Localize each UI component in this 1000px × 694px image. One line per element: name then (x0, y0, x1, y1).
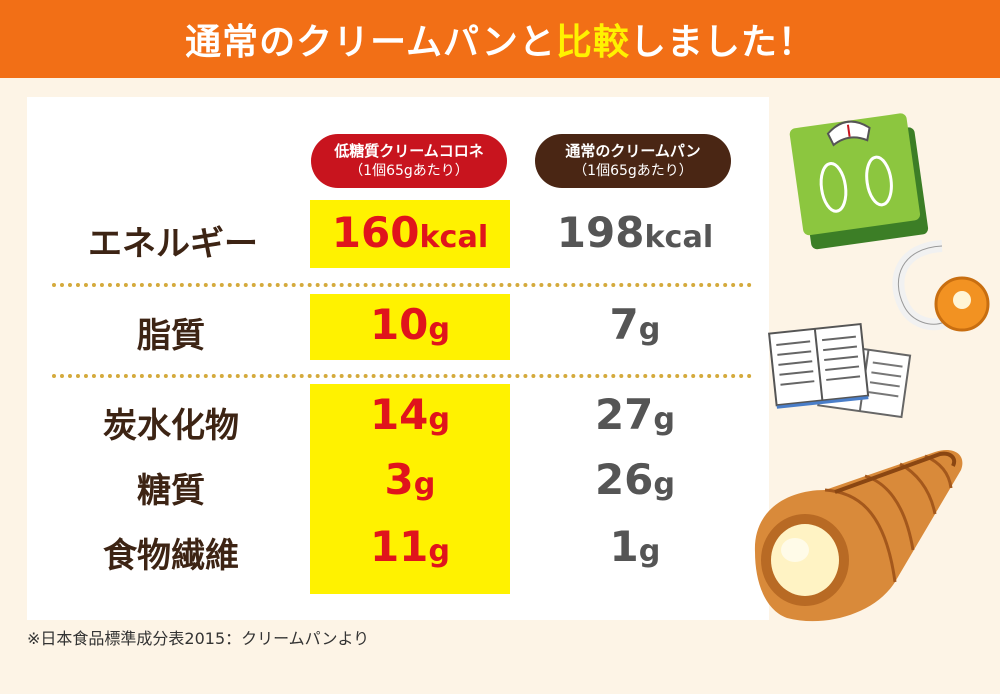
column-std-name: 通常のクリームパン (565, 142, 701, 160)
value-low-sugar: 3g (310, 455, 510, 504)
title-text-part2: しました！ (629, 22, 815, 63)
value-low-energy: 160kcal (310, 208, 510, 257)
value-low-fat: 10g (310, 300, 510, 349)
value-unit: g (428, 402, 451, 437)
value-unit: g (653, 467, 676, 502)
row-divider (52, 374, 752, 378)
value-std-sugar: 26g (535, 455, 735, 504)
row-label-sugar: 糖質 (137, 471, 205, 511)
column-badge-standard: 通常のクリームパン （1個65gあたり） (535, 134, 731, 188)
value-number: 27 (594, 390, 654, 439)
highlight-carbs (310, 384, 510, 594)
value-unit: kcal (644, 220, 714, 255)
value-unit: g (638, 534, 661, 569)
value-std-carbs: 27g (535, 390, 735, 439)
value-low-fiber: 11g (310, 522, 510, 571)
bathroom-scale-icon (789, 113, 929, 250)
column-std-sub: （1個65gあたり） (573, 163, 693, 179)
title-text-part1: 通常のクリームパンと (185, 22, 556, 63)
value-unit: kcal (419, 220, 489, 255)
value-number: 198 (556, 208, 645, 257)
value-std-fiber: 1g (535, 522, 735, 571)
value-number: 26 (594, 455, 654, 504)
title-highlight: 比較 (555, 22, 630, 63)
row-label-fat: 脂質 (137, 316, 205, 356)
highlight-fat (310, 294, 510, 360)
row-divider (52, 283, 752, 287)
value-number: 1 (609, 522, 639, 571)
value-number: 10 (369, 300, 429, 349)
value-number: 7 (609, 300, 639, 349)
column-low-sub: （1個65gあたり） (349, 163, 469, 179)
value-std-energy: 198kcal (535, 208, 735, 257)
value-number: 3 (384, 455, 414, 504)
value-low-carbs: 14g (310, 390, 510, 439)
value-unit: g (428, 534, 451, 569)
row-label-energy: エネルギー (88, 224, 258, 264)
value-std-fat: 7g (535, 300, 735, 349)
notebooks-icon (768, 322, 912, 419)
value-number: 14 (369, 390, 429, 439)
value-number: 160 (331, 208, 420, 257)
highlight-energy (310, 200, 510, 268)
cream-cornet-icon (754, 450, 963, 622)
title-banner: 通常のクリームパンと 比較 しました！ (0, 0, 1000, 78)
column-badge-low: 低糖質クリームコロネ （1個65gあたり） (311, 134, 507, 188)
value-unit: g (653, 402, 676, 437)
row-label-carbs: 炭水化物 (103, 406, 239, 446)
value-number: 11 (369, 522, 429, 571)
value-unit: g (413, 467, 436, 502)
value-unit: g (638, 312, 661, 347)
column-low-name: 低糖質クリームコロネ (334, 142, 484, 160)
footnote: ※日本食品標準成分表2015：クリームパンより (27, 629, 370, 648)
value-unit: g (428, 312, 451, 347)
tape-measure-icon (892, 240, 990, 332)
row-label-fiber: 食物繊維 (103, 536, 239, 576)
